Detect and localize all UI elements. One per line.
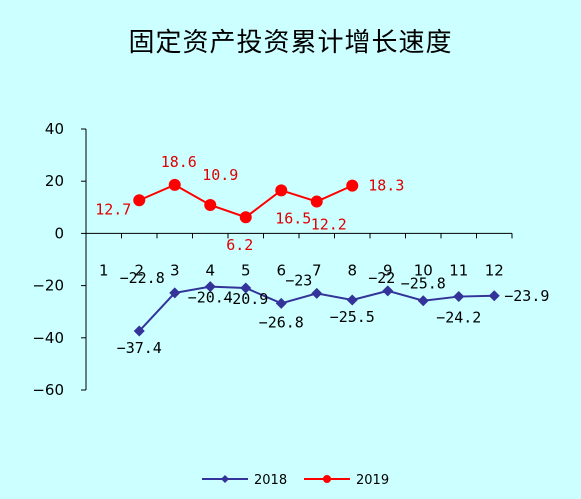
data-label-2018: −25.5 — [330, 308, 375, 326]
y-tick-label: −40 — [32, 329, 64, 347]
x-tick-label: 3 — [170, 261, 180, 279]
data-label-2018: −22.8 — [120, 269, 165, 287]
data-point-2018 — [453, 291, 465, 303]
data-point-2018 — [382, 285, 394, 297]
legend-marker-2018 — [221, 475, 229, 483]
x-tick-label: 5 — [241, 261, 251, 279]
x-tick-label: 8 — [347, 261, 357, 279]
data-label-2019: 18.3 — [368, 177, 404, 195]
data-point-2018 — [488, 290, 500, 302]
x-tick-label: 6 — [276, 261, 286, 279]
x-tick-label: 7 — [312, 261, 322, 279]
data-point-2019 — [310, 195, 323, 208]
data-point-2018 — [169, 287, 181, 299]
y-tick-label: −20 — [32, 277, 64, 295]
data-point-2019 — [168, 178, 181, 191]
data-point-2018 — [204, 281, 216, 293]
data-point-2018 — [311, 287, 323, 299]
data-label-2018: −20.9 — [223, 290, 268, 308]
x-tick-label: 10 — [414, 261, 433, 279]
data-point-2019 — [239, 211, 252, 224]
data-point-2018 — [417, 295, 429, 307]
data-label-2018: −22 — [368, 269, 395, 287]
data-label-2019: 12.2 — [311, 216, 347, 234]
x-tick-label: 1 — [99, 261, 109, 279]
data-label-2019: 6.2 — [226, 236, 253, 254]
data-point-2018 — [346, 294, 358, 306]
data-label-2019: 18.6 — [161, 153, 197, 171]
data-point-2019 — [346, 179, 359, 192]
x-tick-label: 9 — [383, 261, 393, 279]
data-point-2018 — [133, 325, 145, 337]
data-label-2018: −24.2 — [436, 309, 481, 327]
x-tick-label: 4 — [205, 261, 215, 279]
data-label-2019: 10.9 — [202, 166, 238, 184]
data-label-2018: −25.8 — [401, 275, 446, 293]
data-label-2018: −20.4 — [188, 289, 233, 307]
data-point-2018 — [275, 297, 287, 309]
y-tick-label: 20 — [45, 172, 64, 190]
x-tick-label: 11 — [449, 261, 468, 279]
data-label-2018: −37.4 — [117, 339, 162, 357]
data-label-2019: 16.5 — [275, 209, 311, 227]
data-label-2018: −23 — [285, 271, 312, 289]
data-point-2019 — [275, 184, 288, 197]
data-point-2019 — [204, 198, 217, 211]
legend-label-2018: 2018 — [254, 473, 287, 488]
y-tick-label: 0 — [54, 224, 64, 242]
data-label-2019: 12.7 — [95, 200, 131, 218]
chart-title: 固定资产投资累计增长速度 — [128, 28, 453, 58]
legend-label-2019: 2019 — [356, 473, 389, 488]
x-tick-label: 2 — [134, 261, 144, 279]
y-tick-label: −60 — [32, 381, 64, 399]
data-label-2018: −23.9 — [504, 287, 549, 305]
legend-marker-2019 — [323, 475, 331, 483]
data-point-2019 — [133, 194, 146, 207]
data-label-2018: −26.8 — [259, 313, 304, 331]
y-tick-label: 40 — [45, 120, 64, 138]
data-point-2018 — [240, 282, 252, 294]
x-tick-label: 12 — [485, 261, 504, 279]
